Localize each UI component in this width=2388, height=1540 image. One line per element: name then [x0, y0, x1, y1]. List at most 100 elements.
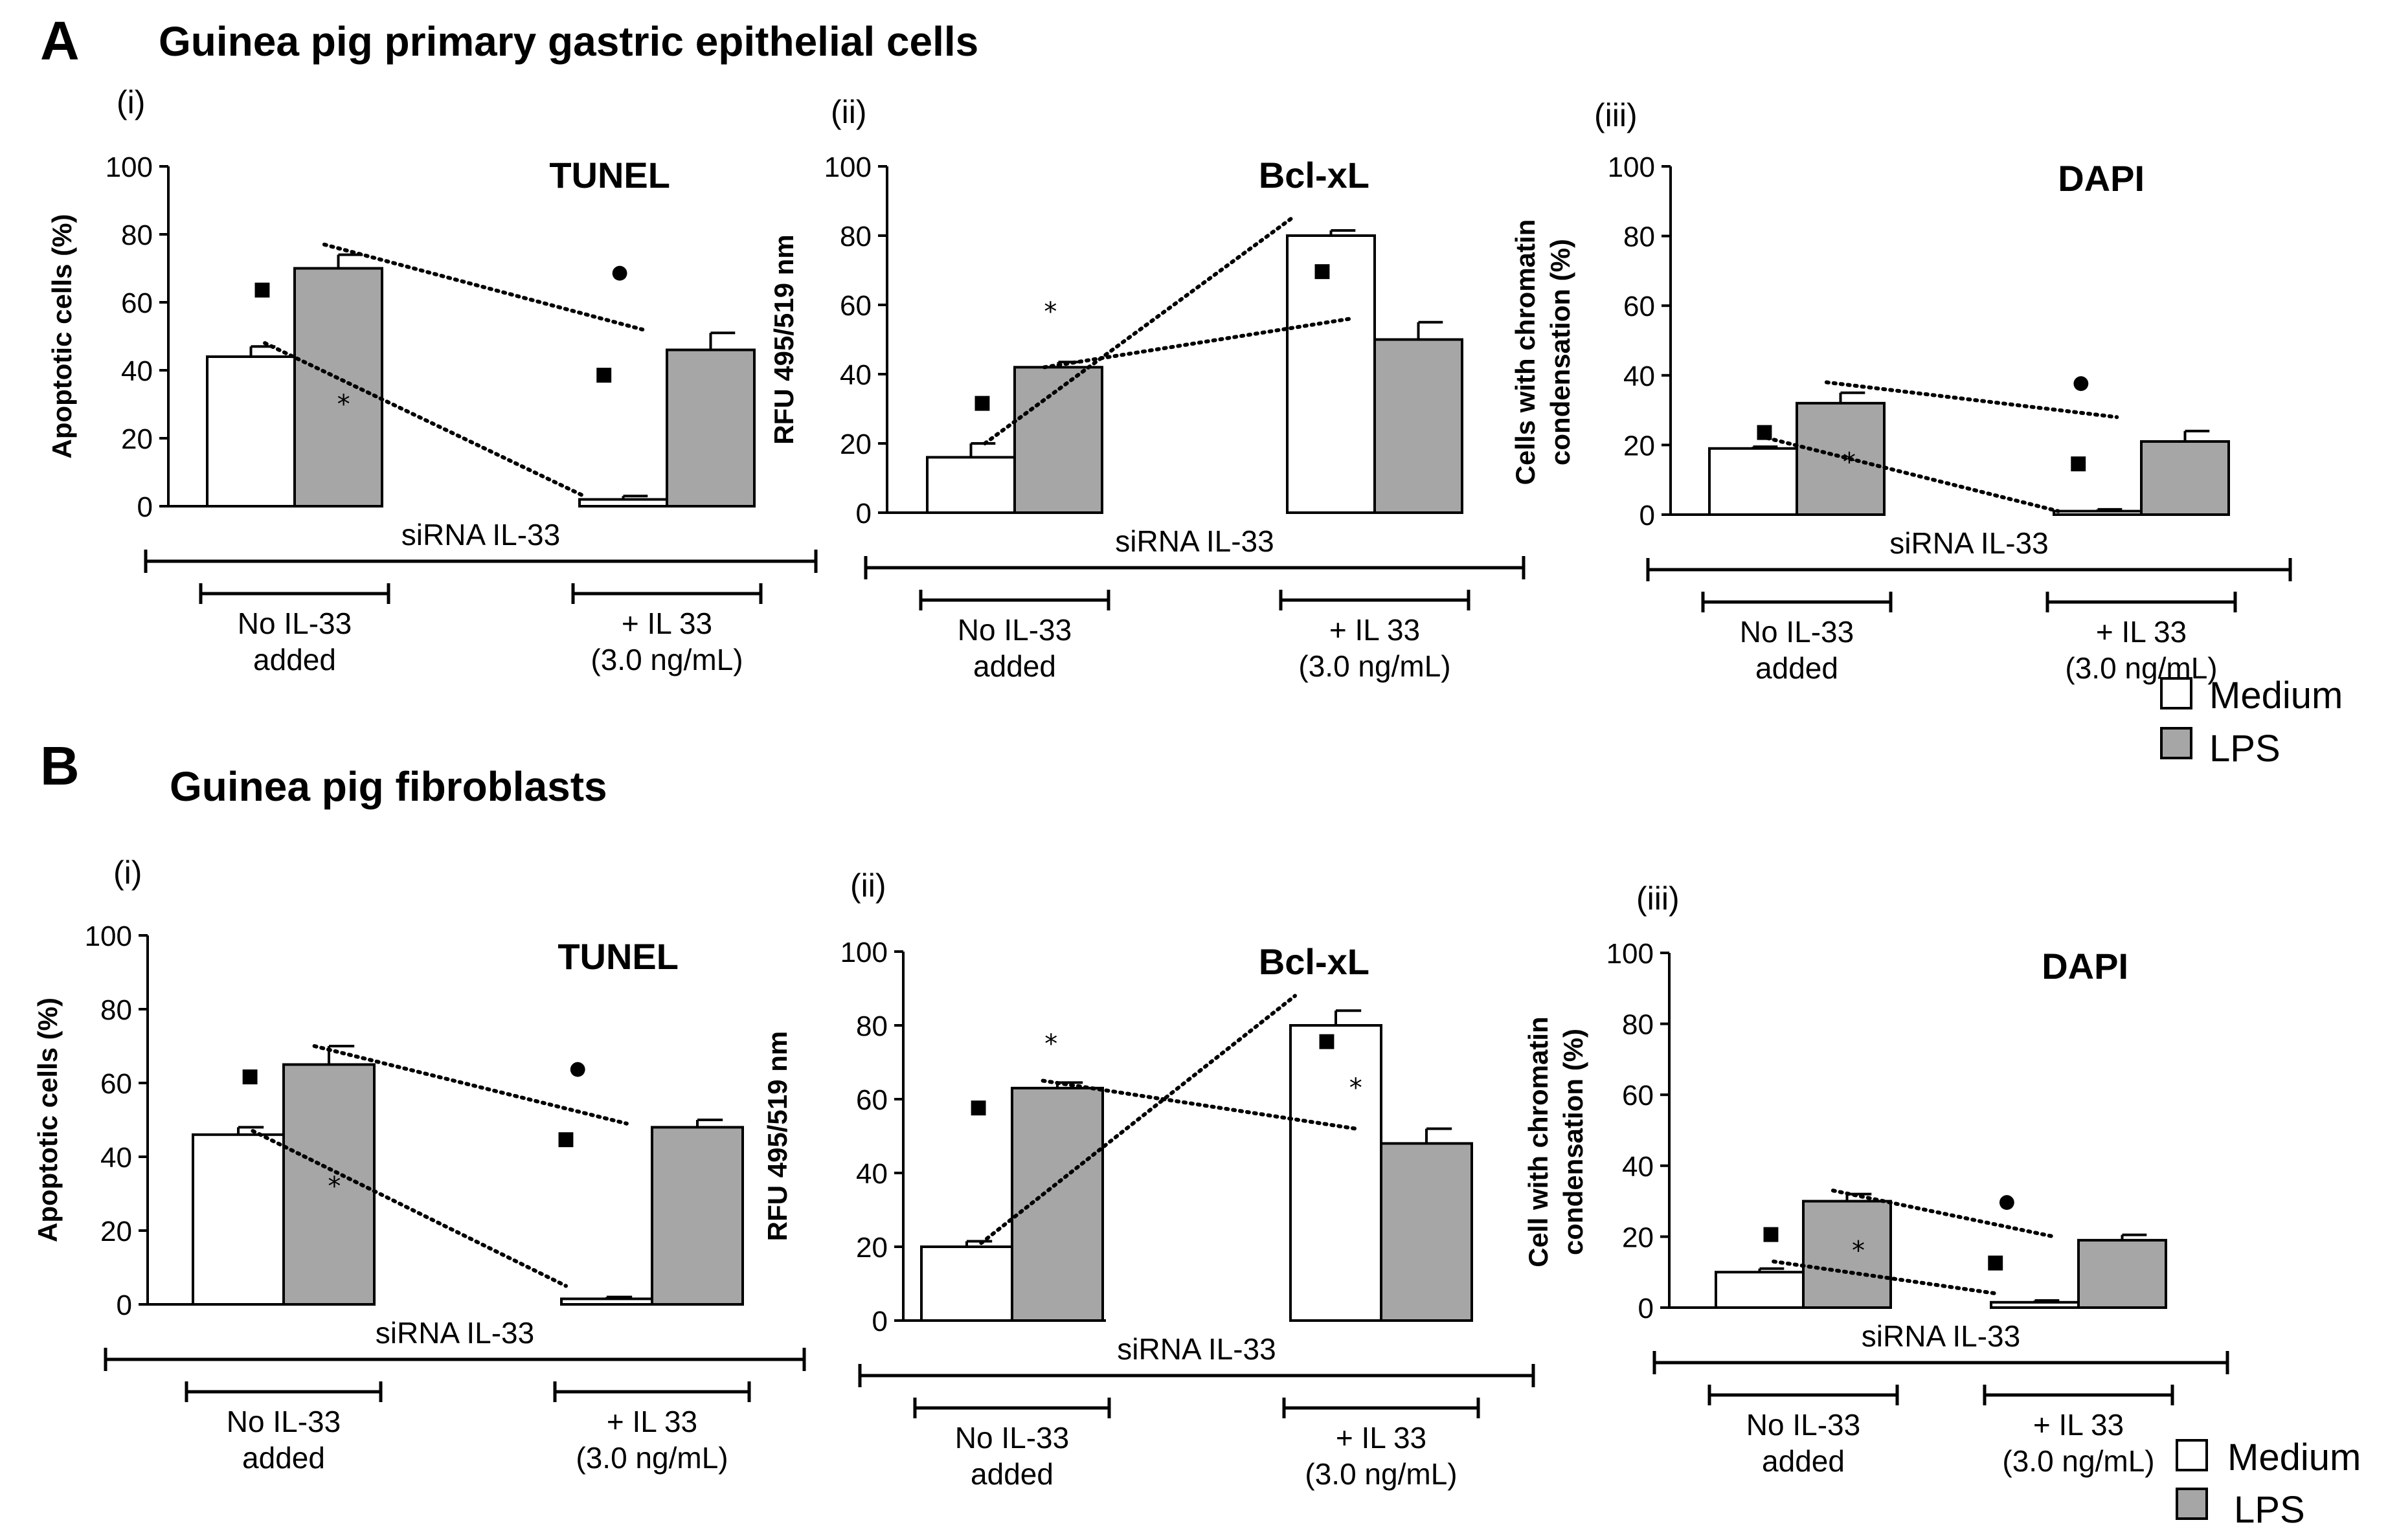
trend-line: [983, 216, 1294, 445]
trend-line: [1824, 380, 2119, 419]
y-tick-label: 100: [1606, 938, 1654, 970]
group-label-line1: + IL 33: [2033, 1408, 2124, 1442]
legend-b-medium-swatch: [2176, 1439, 2208, 1471]
significance-marker: ■: [1318, 1029, 1336, 1052]
y-tick-label: 20: [121, 423, 153, 455]
legend-b-lps-swatch: [2176, 1488, 2208, 1520]
chart-title: DAPI: [2058, 158, 2145, 199]
significance-marker: *: [1349, 1073, 1362, 1103]
y-tick-label: 100: [85, 921, 132, 952]
y-tick-label: 40: [121, 355, 153, 387]
x-axis-label: siRNA IL-33: [1117, 1332, 1276, 1366]
y-tick-label: 60: [1623, 291, 1655, 322]
y-tick-label: 20: [856, 1232, 888, 1264]
significance-marker: *: [1044, 1029, 1057, 1059]
y-tick-label: 60: [100, 1068, 132, 1100]
trend-line: [1765, 436, 2060, 513]
bar-medium: [2053, 509, 2143, 516]
group-label-line2: added: [253, 643, 336, 676]
group-label-line2: (3.0 ng/mL): [576, 1441, 728, 1475]
bar-medium: [1715, 1271, 1805, 1309]
significance-marker: ■: [1762, 1222, 1780, 1245]
panel-b-title: Guinea pig fibroblasts: [170, 763, 607, 810]
trend-line: [251, 1129, 568, 1288]
legend-a-medium-label: Medium: [2209, 675, 2343, 717]
y-axis-label-line2: condensation (%): [1558, 1029, 1588, 1255]
chart-title: Bcl-xL: [1259, 155, 1369, 195]
bar-medium: [1289, 1024, 1382, 1322]
y-tick-label: 20: [840, 429, 872, 460]
chart-sublabel: (ii): [831, 94, 867, 130]
legend-a-lps-swatch: [2160, 727, 2192, 759]
chart-title: DAPI: [2042, 946, 2128, 987]
y-tick-label: 0: [1639, 500, 1655, 531]
bar-lps: [1011, 1086, 1104, 1322]
y-tick-label: 0: [1638, 1293, 1654, 1324]
bar-medium: [578, 498, 668, 508]
significance-marker: *: [328, 1172, 341, 1201]
x-axis-label: siRNA IL-33: [376, 1316, 534, 1350]
chart-b-ii: (ii) Bcl-xL 0 20 40 60 80 100 RFU 495/519 nm ■ * ■ *…: [762, 867, 1535, 1491]
y-tick-label: 20: [1622, 1222, 1654, 1253]
significance-marker: ■: [969, 1095, 987, 1118]
trend-line: [312, 1044, 629, 1126]
legend-a-medium-swatch: [2160, 677, 2192, 709]
group-label-line1: + IL 33: [607, 1405, 697, 1438]
chart-sublabel: (i): [117, 84, 145, 120]
y-tick-label: 60: [856, 1084, 888, 1116]
group-label-line1: + IL 33: [1336, 1421, 1426, 1455]
bar-medium: [206, 355, 296, 508]
trend-line: [979, 994, 1297, 1245]
y-tick-label: 0: [137, 491, 153, 523]
chart-a-ii: (ii) Bcl-xL 0 20 40 60 80 100 RFU 495/519 nm ■ * ■ s…: [769, 94, 1526, 683]
significance-marker: *: [337, 390, 350, 419]
legend-a: Medium LPS: [2160, 675, 2343, 770]
chart-b-i: (i) TUNEL 0 20 40 60 80 100 Apoptotic cells (%) ■…: [32, 854, 806, 1475]
significance-marker: ■: [1987, 1251, 2005, 1273]
bar-lps: [1373, 338, 1463, 514]
y-tick-label: 0: [872, 1306, 888, 1337]
significance-marker: ●: [1998, 1190, 2015, 1213]
group-label-line2: added: [971, 1457, 1053, 1491]
y-tick-label: 40: [840, 359, 872, 391]
trend-line: [1772, 1259, 1998, 1296]
trend-line: [322, 242, 645, 331]
y-tick-label: 80: [1622, 1009, 1654, 1041]
y-axis-label-line1: Cells with chromatin: [1510, 219, 1540, 485]
y-tick-label: 40: [856, 1158, 888, 1190]
charts: (i) TUNEL 0 20 40 60 80 100 Apoptotic cells (%) ■…: [32, 84, 2292, 1491]
y-tick-label: 20: [1623, 430, 1655, 462]
group-label-line2: added: [1755, 651, 1838, 685]
legend-b-medium-label: Medium: [2227, 1436, 2361, 1479]
bar-lps: [2077, 1238, 2167, 1310]
y-tick-label: 80: [100, 994, 132, 1026]
bar-lps: [1380, 1142, 1473, 1322]
y-tick-label: 80: [856, 1010, 888, 1042]
y-tick-label: 40: [100, 1142, 132, 1174]
y-tick-label: 80: [840, 221, 872, 252]
y-tick-label: 0: [117, 1289, 132, 1321]
y-tick-label: 100: [824, 151, 872, 183]
y-axis-label: Apoptotic cells (%): [47, 214, 77, 458]
panel-a-letter: A: [40, 10, 80, 71]
legend-a-lps-label: LPS: [2209, 728, 2281, 770]
y-tick-label: 60: [121, 287, 153, 319]
group-label-line1: No IL-33: [227, 1405, 341, 1438]
group-label-line2: (3.0 ng/mL): [2065, 651, 2217, 685]
significance-marker: ■: [1313, 260, 1331, 282]
trend-line: [1830, 1188, 2056, 1239]
bar-lps: [1802, 1200, 1892, 1309]
group-label-line1: No IL-33: [958, 613, 1072, 647]
y-tick-label: 80: [121, 219, 153, 251]
y-axis-label-line2: condensation (%): [1545, 239, 1575, 465]
chart-title: Bcl-xL: [1259, 941, 1369, 982]
y-tick-label: 60: [1622, 1080, 1654, 1111]
significance-marker: ●: [569, 1057, 586, 1080]
legend-b: Medium LPS: [2176, 1436, 2361, 1531]
trend-line: [263, 341, 586, 498]
group-label-line1: + IL 33: [1329, 613, 1420, 647]
bar-lps: [651, 1126, 744, 1306]
panel-b-letter: B: [40, 735, 80, 796]
chart-a-iii: (iii) DAPI 0 20 40 60 80 100 Cells with chromati…: [1510, 97, 2292, 685]
significance-marker: ■: [1755, 420, 1774, 443]
